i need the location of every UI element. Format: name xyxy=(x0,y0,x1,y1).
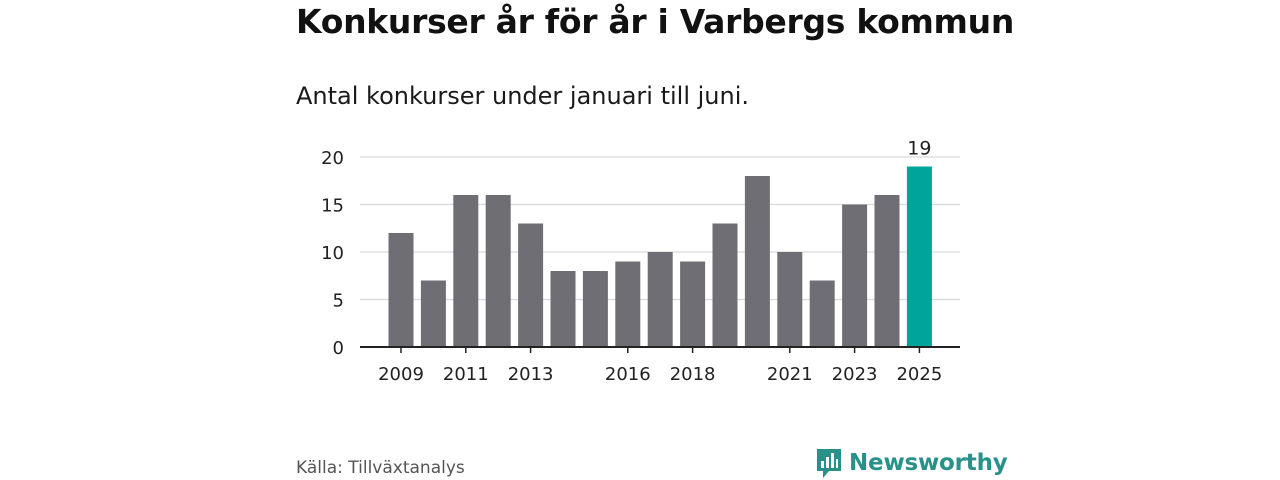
bar-2020 xyxy=(744,176,770,347)
x-tick-label: 2023 xyxy=(832,364,878,385)
x-tick-label: 2018 xyxy=(670,364,716,385)
chart-title: Konkurser år för år i Varbergs kommun xyxy=(296,2,1015,41)
bar-2025 xyxy=(906,166,932,347)
bar-2016 xyxy=(615,261,641,347)
bar-chart-speech-bubble-icon xyxy=(817,449,841,478)
bar-2018 xyxy=(680,261,706,347)
brand-name: Newsworthy xyxy=(849,450,1008,476)
x-tick-label: 2011 xyxy=(443,364,489,385)
bar-2011 xyxy=(453,195,479,347)
bar-2014 xyxy=(550,271,576,347)
x-tick-label: 2021 xyxy=(767,364,813,385)
bar-2013 xyxy=(518,223,544,347)
highlight-value-label: 19 xyxy=(907,138,931,160)
y-tick-label: 10 xyxy=(321,243,344,264)
x-tick-label: 2016 xyxy=(605,364,651,385)
bar-2017 xyxy=(647,252,673,347)
y-tick-label: 5 xyxy=(333,291,344,312)
y-tick-label: 15 xyxy=(321,196,344,217)
bars xyxy=(360,166,960,348)
bar-2015 xyxy=(582,271,608,347)
chart-subtitle: Antal konkurser under januari till juni. xyxy=(296,82,749,110)
y-axis-labels: 0 5 10 15 20 xyxy=(321,148,344,359)
bar-2024 xyxy=(874,195,900,347)
bar-2021 xyxy=(777,252,803,347)
y-tick-label: 0 xyxy=(333,338,344,359)
brand-logo: Newsworthy xyxy=(815,446,1008,480)
bar-2009 xyxy=(388,233,414,347)
x-tick-label: 2009 xyxy=(378,364,424,385)
bar-2023 xyxy=(842,204,868,347)
annotations: 19 xyxy=(907,138,931,160)
x-tick-label: 2013 xyxy=(508,364,554,385)
x-axis-labels: 2009 2011 2013 2016 2018 2021 2023 2025 xyxy=(378,347,942,385)
bar-2022 xyxy=(809,280,835,347)
bar-2010 xyxy=(420,280,446,347)
bar-2012 xyxy=(485,195,511,347)
bar-2019 xyxy=(712,223,738,347)
source-note: Källa: Tillväxtanalys xyxy=(296,458,465,478)
y-tick-label: 20 xyxy=(321,148,344,169)
x-tick-label: 2025 xyxy=(896,364,942,385)
